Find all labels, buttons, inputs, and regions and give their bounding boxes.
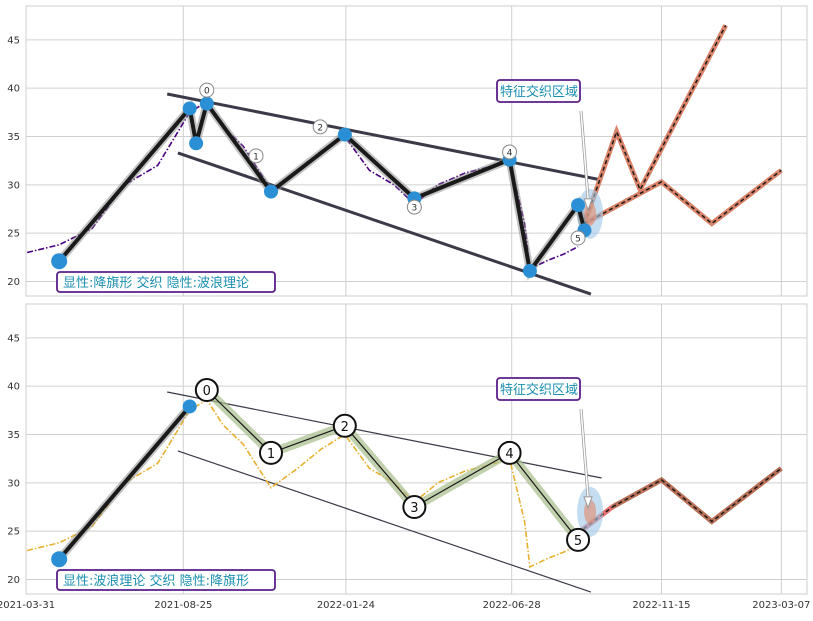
- x-tick-label: 2022-01-24: [317, 600, 375, 611]
- pattern-point: [571, 198, 586, 213]
- wave-label: 1: [267, 447, 275, 462]
- plot-area: [25, 5, 808, 297]
- pattern-point: [51, 551, 68, 568]
- wave-marker: [497, 440, 522, 465]
- pattern-point: [182, 101, 197, 116]
- wave-label: 1: [253, 152, 259, 162]
- wave-marker: [566, 527, 591, 552]
- wave-marker: [258, 440, 283, 465]
- zone-label: 特征交织区域: [500, 382, 578, 398]
- pattern-point: [337, 127, 352, 142]
- wave-marker: [402, 495, 427, 519]
- wave-label: 0: [204, 87, 210, 97]
- plot-area: [25, 303, 808, 595]
- wave-label: 0: [203, 384, 211, 399]
- pattern-point: [182, 399, 197, 414]
- wave-label: 3: [411, 204, 417, 214]
- zone-label-box: [496, 79, 581, 103]
- y-tick-label: 40: [7, 84, 20, 95]
- channel-line: [177, 151, 592, 296]
- x-tick-label: 2023-03-07: [752, 600, 810, 611]
- zone-label-box: [496, 377, 581, 401]
- wave-label: 3: [410, 501, 418, 516]
- wave-marker: [312, 119, 328, 135]
- x-tick-label: 2022-06-28: [483, 600, 541, 611]
- x-tick-label: 2021-03-31: [0, 600, 55, 611]
- projection-dash: [584, 169, 782, 225]
- wave-label: 4: [505, 447, 513, 462]
- y-tick-label: 45: [7, 333, 20, 344]
- pattern-point: [199, 96, 214, 111]
- channel-line: [177, 450, 592, 593]
- wave-marker: [502, 144, 518, 160]
- pattern-point: [189, 136, 204, 151]
- y-tick-label: 45: [7, 35, 20, 46]
- wave-label: 2: [341, 420, 349, 435]
- pattern-label: 显性:降旗形 交织 隐性:波浪理论: [63, 275, 249, 291]
- y-tick-label: 20: [7, 277, 20, 288]
- wave-marker: [199, 82, 215, 98]
- y-tick-label: 20: [7, 575, 20, 586]
- y-tick-label: 25: [7, 229, 20, 240]
- y-tick-label: 35: [7, 430, 20, 441]
- pattern-point: [51, 253, 68, 270]
- wave-label: 4: [507, 148, 513, 158]
- wave-marker: [570, 230, 586, 246]
- pattern-line: [57, 405, 192, 561]
- pattern-label-box: [56, 569, 276, 591]
- pattern-label: 显性:波浪理论 交织 隐性:降旗形: [63, 573, 249, 589]
- pattern-point: [522, 263, 537, 278]
- callout-arrow-inner: [580, 408, 589, 497]
- wave-marker: [194, 378, 219, 403]
- wave-marker: [406, 199, 422, 215]
- pattern-point: [263, 184, 278, 199]
- y-tick-label: 25: [7, 527, 20, 538]
- channel-line: [167, 391, 602, 479]
- wave-marker: [332, 413, 357, 438]
- callout-arrow-inner: [580, 110, 589, 199]
- y-tick-label: 35: [7, 132, 20, 143]
- wave-label: 5: [574, 534, 582, 549]
- y-tick-label: 30: [7, 180, 20, 191]
- callout-arrowhead: [583, 198, 593, 212]
- wave-label: 2: [317, 123, 323, 133]
- projection-dash: [583, 24, 727, 224]
- x-tick-label: 2022-11-15: [632, 600, 690, 611]
- wave-marker: [248, 148, 264, 164]
- zone-label: 特征交织区域: [500, 84, 578, 100]
- channel-line: [166, 92, 602, 182]
- wave-label: 5: [575, 235, 581, 245]
- y-tick-label: 40: [7, 382, 20, 393]
- x-tick-label: 2021-08-25: [154, 600, 212, 611]
- projection-dash: [611, 467, 782, 523]
- y-tick-label: 30: [7, 478, 20, 489]
- pattern-label-box: [56, 271, 276, 293]
- callout-arrowhead: [583, 496, 593, 510]
- wave-line: [206, 389, 579, 541]
